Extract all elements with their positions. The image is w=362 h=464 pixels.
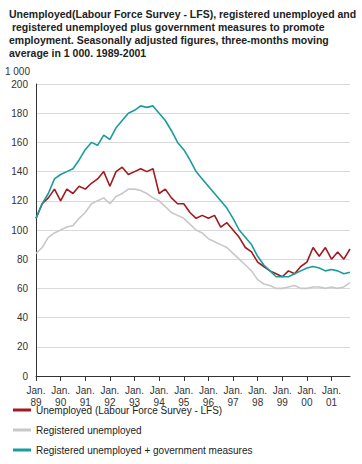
svg-text:Jan.: Jan.: [248, 385, 267, 396]
svg-text:20: 20: [17, 341, 29, 352]
svg-text:Jan.: Jan.: [125, 385, 144, 396]
svg-text:80: 80: [17, 254, 29, 265]
svg-text:93: 93: [128, 396, 141, 408]
svg-text:Jan.: Jan.: [273, 385, 292, 396]
svg-text:96: 96: [202, 396, 214, 408]
svg-text:200: 200: [11, 79, 28, 90]
svg-text:90: 90: [55, 396, 67, 408]
svg-text:Unemployed(Labour Force Survey: Unemployed(Labour Force Survey - LFS), r…: [9, 8, 359, 20]
svg-text:92: 92: [104, 396, 116, 408]
svg-text:180: 180: [11, 108, 28, 119]
svg-text:97: 97: [227, 397, 239, 408]
svg-text:160: 160: [11, 137, 28, 148]
svg-text:Jan.: Jan.: [76, 385, 95, 396]
svg-text:1 000: 1 000: [5, 66, 30, 77]
svg-text:Jan.: Jan.: [27, 385, 46, 396]
svg-text:95: 95: [178, 396, 190, 408]
svg-text:01: 01: [326, 397, 338, 408]
svg-text:Registered unemployed: Registered unemployed: [36, 425, 142, 436]
svg-text:00: 00: [301, 397, 313, 408]
svg-text:140: 140: [11, 166, 28, 177]
svg-text:94: 94: [153, 396, 165, 408]
svg-text:98: 98: [252, 397, 264, 408]
svg-text:91: 91: [79, 396, 91, 408]
svg-text:Unemployed (Labour Force Surve: Unemployed (Labour Force Survey - LFS): [36, 405, 222, 416]
svg-text:Jan.: Jan.: [199, 385, 218, 396]
svg-text:99: 99: [277, 397, 289, 408]
svg-text:Registered unemployed + govern: Registered unemployed + government measu…: [36, 445, 253, 456]
svg-text:Jan.: Jan.: [100, 385, 119, 396]
svg-text:Jan.: Jan.: [51, 385, 70, 396]
svg-text:40: 40: [17, 312, 29, 323]
svg-text:89: 89: [30, 396, 42, 408]
svg-text:registered unemployed plus gov: registered unemployed plus government me…: [9, 21, 328, 33]
svg-text:60: 60: [17, 283, 29, 294]
svg-text:0: 0: [22, 371, 28, 382]
svg-text:120: 120: [11, 195, 28, 206]
svg-text:employment. Seasonally adjuste: employment. Seasonally adjusted figures,…: [9, 34, 332, 46]
svg-text:average in 1 000. 1989-2001: average in 1 000. 1989-2001: [9, 47, 146, 59]
svg-text:Jan.: Jan.: [224, 385, 243, 396]
svg-text:Jan.: Jan.: [297, 385, 316, 396]
svg-text:Jan.: Jan.: [322, 385, 341, 396]
svg-text:100: 100: [11, 225, 28, 236]
svg-text:Jan.: Jan.: [150, 385, 169, 396]
svg-text:Jan.: Jan.: [174, 385, 193, 396]
